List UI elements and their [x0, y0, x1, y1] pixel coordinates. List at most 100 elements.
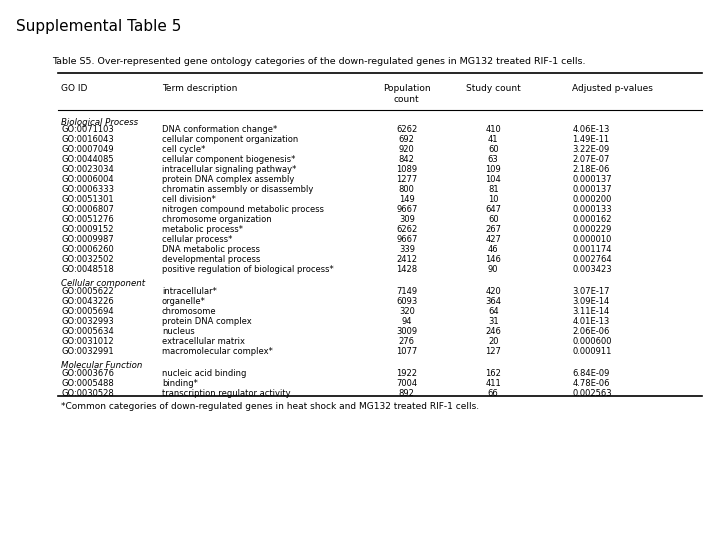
Text: 127: 127 [485, 347, 501, 356]
Text: 109: 109 [485, 165, 501, 174]
Text: GO:0006333: GO:0006333 [61, 185, 114, 194]
Text: 0.000162: 0.000162 [572, 215, 612, 224]
Text: 4.78E-06: 4.78E-06 [572, 379, 610, 388]
Text: GO:0023034: GO:0023034 [61, 165, 114, 174]
Text: 6262: 6262 [396, 125, 418, 134]
Text: protein DNA complex: protein DNA complex [162, 317, 252, 326]
Text: 842: 842 [399, 155, 415, 164]
Text: metabolic process*: metabolic process* [162, 225, 243, 234]
Text: 81: 81 [488, 185, 498, 194]
Text: 1922: 1922 [396, 369, 418, 378]
Text: GO:0071103: GO:0071103 [61, 125, 114, 134]
Text: Supplemental Table 5: Supplemental Table 5 [16, 19, 181, 34]
Text: cellular process*: cellular process* [162, 235, 233, 244]
Text: 1077: 1077 [396, 347, 418, 356]
Text: 0.000133: 0.000133 [572, 205, 612, 214]
Text: macromolecular complex*: macromolecular complex* [162, 347, 273, 356]
Text: GO:0032991: GO:0032991 [61, 347, 114, 356]
Text: 2.06E-06: 2.06E-06 [572, 327, 610, 336]
Text: 0.000911: 0.000911 [572, 347, 612, 356]
Text: GO:0044085: GO:0044085 [61, 155, 114, 164]
Text: 66: 66 [488, 389, 498, 398]
Text: 0.000137: 0.000137 [572, 185, 612, 194]
Text: binding*: binding* [162, 379, 198, 388]
Text: 60: 60 [488, 145, 498, 154]
Text: 276: 276 [399, 337, 415, 346]
Text: 920: 920 [399, 145, 415, 154]
Text: 267: 267 [485, 225, 501, 234]
Text: 0.002563: 0.002563 [572, 389, 612, 398]
Text: 410: 410 [485, 125, 501, 134]
Text: DNA conformation change*: DNA conformation change* [162, 125, 277, 134]
Text: GO:0006004: GO:0006004 [61, 175, 114, 184]
Text: GO:0003676: GO:0003676 [61, 369, 114, 378]
Text: chromatin assembly or disassembly: chromatin assembly or disassembly [162, 185, 313, 194]
Text: Molecular Function: Molecular Function [61, 361, 143, 370]
Text: GO:0005694: GO:0005694 [61, 307, 114, 316]
Text: GO ID: GO ID [61, 84, 88, 93]
Text: 20: 20 [488, 337, 498, 346]
Text: GO:0043226: GO:0043226 [61, 297, 114, 306]
Text: 3.11E-14: 3.11E-14 [572, 307, 610, 316]
Text: 0.003423: 0.003423 [572, 265, 612, 274]
Text: nitrogen compound metabolic process: nitrogen compound metabolic process [162, 205, 324, 214]
Text: 647: 647 [485, 205, 501, 214]
Text: 104: 104 [485, 175, 501, 184]
Text: 0.000010: 0.000010 [572, 235, 612, 244]
Text: GO:0009152: GO:0009152 [61, 225, 114, 234]
Text: GO:0007049: GO:0007049 [61, 145, 114, 154]
Text: GO:0006807: GO:0006807 [61, 205, 114, 214]
Text: 309: 309 [399, 215, 415, 224]
Text: 4.01E-13: 4.01E-13 [572, 317, 610, 326]
Text: GO:0009987: GO:0009987 [61, 235, 114, 244]
Text: 162: 162 [485, 369, 501, 378]
Text: 10: 10 [488, 195, 498, 204]
Text: 0.002764: 0.002764 [572, 255, 612, 264]
Text: Study count: Study count [466, 84, 521, 93]
Text: extracellular matrix: extracellular matrix [162, 337, 245, 346]
Text: Adjusted p-values: Adjusted p-values [572, 84, 653, 93]
Text: 94: 94 [402, 317, 412, 326]
Text: 7149: 7149 [396, 287, 418, 296]
Text: 2.18E-06: 2.18E-06 [572, 165, 610, 174]
Text: 6262: 6262 [396, 225, 418, 234]
Text: developmental process: developmental process [162, 255, 261, 264]
Text: 9667: 9667 [396, 205, 418, 214]
Text: 3.09E-14: 3.09E-14 [572, 297, 610, 306]
Text: 320: 320 [399, 307, 415, 316]
Text: organelle*: organelle* [162, 297, 206, 306]
Text: 0.000600: 0.000600 [572, 337, 612, 346]
Text: GO:0031012: GO:0031012 [61, 337, 114, 346]
Text: Term description: Term description [162, 84, 238, 93]
Text: 2.07E-07: 2.07E-07 [572, 155, 610, 164]
Text: Population
count: Population count [383, 84, 431, 104]
Text: 339: 339 [399, 245, 415, 254]
Text: GO:0048518: GO:0048518 [61, 265, 114, 274]
Text: 1277: 1277 [396, 175, 418, 184]
Text: 0.001174: 0.001174 [572, 245, 612, 254]
Text: DNA metabolic process: DNA metabolic process [162, 245, 260, 254]
Text: GO:0051276: GO:0051276 [61, 215, 114, 224]
Text: *Common categories of down-regulated genes in heat shock and MG132 treated RIF-1: *Common categories of down-regulated gen… [61, 402, 480, 411]
Text: 1.49E-11: 1.49E-11 [572, 135, 610, 144]
Text: cellular component biogenesis*: cellular component biogenesis* [162, 155, 295, 164]
Text: 63: 63 [488, 155, 498, 164]
Text: 46: 46 [488, 245, 498, 254]
Text: 3.07E-17: 3.07E-17 [572, 287, 610, 296]
Text: GO:0016043: GO:0016043 [61, 135, 114, 144]
Text: chromosome organization: chromosome organization [162, 215, 271, 224]
Text: 6.84E-09: 6.84E-09 [572, 369, 610, 378]
Text: 90: 90 [488, 265, 498, 274]
Text: cell cycle*: cell cycle* [162, 145, 205, 154]
Text: 364: 364 [485, 297, 501, 306]
Text: GO:0005622: GO:0005622 [61, 287, 114, 296]
Text: 149: 149 [399, 195, 415, 204]
Text: cellular component organization: cellular component organization [162, 135, 298, 144]
Text: 0.000137: 0.000137 [572, 175, 612, 184]
Text: chromosome: chromosome [162, 307, 217, 316]
Text: 3009: 3009 [396, 327, 418, 336]
Text: Table S5. Over-represented gene ontology categories of the down-regulated genes : Table S5. Over-represented gene ontology… [52, 57, 585, 66]
Text: intracellular signaling pathway*: intracellular signaling pathway* [162, 165, 297, 174]
Text: GO:0005634: GO:0005634 [61, 327, 114, 336]
Text: 427: 427 [485, 235, 501, 244]
